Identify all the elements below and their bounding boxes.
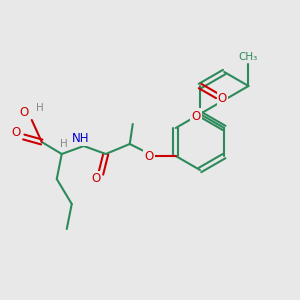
Text: O: O [218,92,227,106]
Text: NH: NH [72,131,89,145]
Text: CH₃: CH₃ [239,52,258,62]
Text: O: O [191,110,201,122]
Text: O: O [144,149,153,163]
Text: O: O [91,172,101,185]
Text: O: O [19,106,28,118]
Text: H: H [36,103,44,113]
Text: O: O [11,125,20,139]
Text: H: H [60,139,68,149]
